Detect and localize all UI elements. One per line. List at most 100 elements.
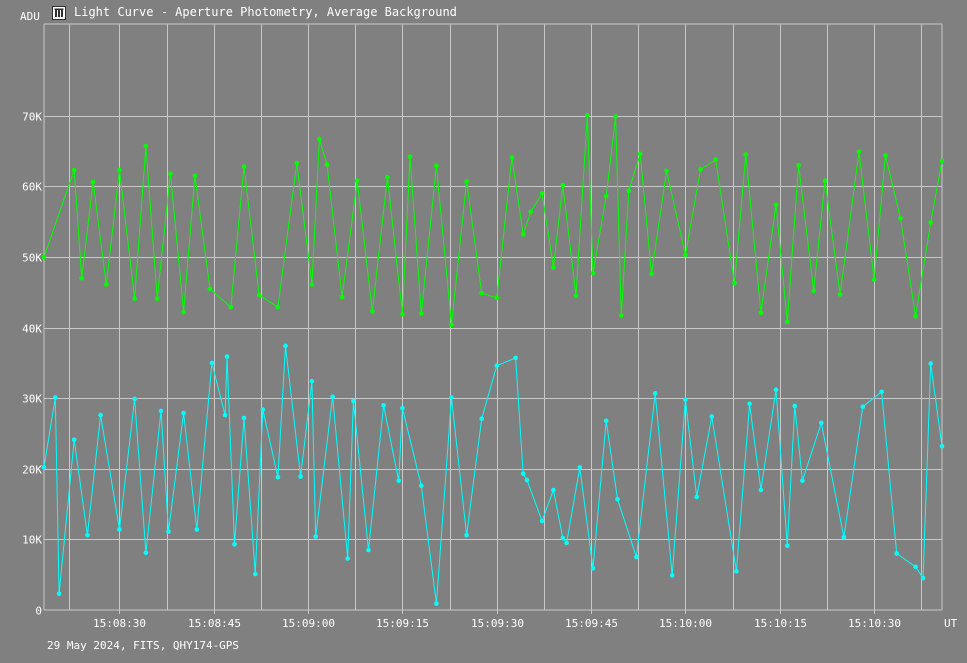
series-0-point (168, 171, 173, 176)
series-0-point (256, 292, 262, 298)
series-0-point (419, 311, 424, 316)
series-1-line (43, 345, 943, 604)
series-0-point (228, 304, 234, 310)
series-0-point (883, 153, 888, 158)
series-1-point (117, 527, 122, 532)
series-1-point (419, 483, 424, 489)
series-1-point (260, 407, 266, 412)
series-0-point (132, 296, 137, 301)
series-1-point (747, 401, 752, 407)
series-0-line (43, 115, 943, 325)
series-0-point (585, 112, 590, 118)
series-1-point (734, 568, 739, 574)
series-0-point (743, 152, 749, 157)
y-tick-label: 60K (22, 181, 42, 194)
series-0-point (528, 209, 533, 215)
series-0-point (79, 275, 84, 281)
series-1-point (132, 396, 137, 402)
series-1-point (309, 378, 315, 384)
y-tick-label: 30K (22, 393, 42, 406)
series-0-point (324, 162, 330, 167)
series-0-point (698, 167, 703, 172)
series-0-point (294, 160, 300, 166)
series-1-point (313, 534, 319, 539)
series-0-point (434, 163, 439, 169)
chart-title: Light Curve - Aperture Photometry, Avera… (74, 5, 457, 19)
series-1-point (345, 556, 351, 561)
series-1-point (785, 543, 790, 549)
series-0-point (539, 191, 545, 196)
series-1-point (920, 575, 926, 581)
x-tick-label: 15:08:45 (188, 617, 241, 630)
series-1-point (709, 414, 715, 419)
series-0-point (385, 174, 390, 180)
series-1-point (520, 471, 526, 477)
series-1-point (253, 571, 258, 577)
x-tick-label: 15:08:30 (93, 617, 146, 630)
series-0-point (449, 322, 454, 328)
light-curve-app-icon[interactable] (52, 5, 66, 20)
series-1-point (241, 415, 247, 421)
series-1-point (939, 443, 945, 449)
series-1-point (56, 591, 62, 597)
series-1-point (928, 361, 933, 366)
series-0-point (822, 178, 828, 183)
series-0-point (117, 167, 122, 173)
series-1-point (85, 532, 90, 538)
series-0-point (143, 143, 149, 149)
series-0-point (713, 157, 718, 162)
series-1-point (330, 394, 335, 400)
y-tick-label: 10K (22, 534, 42, 547)
series-0-point (339, 294, 345, 300)
series-1-point (841, 535, 847, 540)
series-0-point (590, 270, 596, 276)
series-1-point (224, 354, 230, 359)
series-0-point (181, 309, 186, 315)
series-0-point (732, 280, 737, 286)
series-0-point (354, 178, 360, 183)
series-0-point (913, 314, 918, 319)
series-0-point (856, 149, 862, 155)
series-1-point (539, 518, 545, 524)
series-1-point (669, 573, 675, 578)
title-bar: Light Curve - Aperture Photometry, Avera… (52, 3, 457, 21)
data-series (41, 112, 945, 606)
series-0-point (573, 293, 579, 299)
y-tick-label: 20K (22, 464, 42, 477)
series-0-point (275, 304, 281, 310)
series-0-point (871, 277, 877, 282)
series-1-point (396, 478, 402, 484)
series-0-point (154, 296, 160, 301)
x-tick-label: 15:10:15 (754, 617, 807, 630)
series-1-point (800, 478, 805, 484)
series-1-point (366, 547, 371, 553)
series-0-point (664, 168, 669, 174)
series-1-point (577, 465, 583, 470)
y-tick-label: 50K (22, 252, 42, 265)
y-axis-label: ADU (20, 10, 40, 23)
series-0-point (104, 282, 109, 287)
x-tick-label: 15:10:00 (659, 617, 712, 630)
series-1-point (894, 551, 899, 556)
series-0-point (785, 319, 790, 325)
grid-lines (43, 23, 943, 614)
series-0-point (619, 313, 624, 318)
series-0-point (370, 309, 375, 314)
series-1-point (400, 405, 405, 411)
series-1-point (615, 496, 620, 502)
series-1-point (434, 601, 439, 606)
series-1-point (551, 487, 556, 493)
series-1-point (524, 477, 530, 483)
y-tick-label: 0 (35, 605, 42, 618)
series-0-point (837, 292, 843, 297)
series-1-point (634, 554, 639, 560)
series-1-point (792, 403, 798, 409)
series-0-point (560, 182, 566, 188)
x-axis-label: UT (944, 617, 958, 630)
axis-labels: ADU UT (20, 10, 958, 630)
series-0-point (758, 310, 764, 316)
series-0-point (309, 282, 315, 287)
series-1-point (560, 535, 566, 541)
series-1-point (449, 395, 454, 400)
x-tick-label: 15:09:30 (471, 617, 524, 630)
